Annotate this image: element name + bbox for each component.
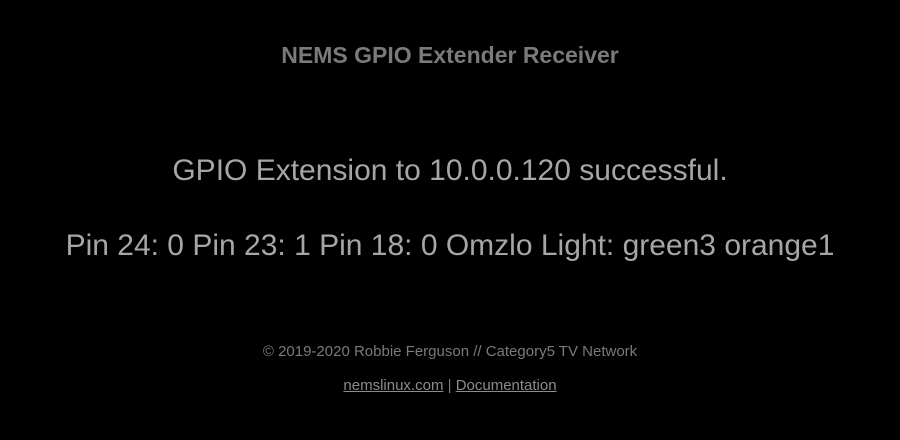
page-title: NEMS GPIO Extender Receiver xyxy=(281,42,619,68)
footer-separator: | xyxy=(443,377,456,394)
documentation-link[interactable]: Documentation xyxy=(455,377,557,394)
footer-copyright: © 2019-2020 Robbie Ferguson // Category5… xyxy=(262,343,638,360)
status-message: GPIO Extension to 10.0.0.120 successful. xyxy=(172,154,728,187)
pin-status: Pin 24: 0 Pin 23: 1 Pin 18: 0 Omzlo Ligh… xyxy=(65,229,835,262)
footer-links: nemslinux.com | Documentation xyxy=(0,377,900,395)
nemslinux-link[interactable]: nemslinux.com xyxy=(343,377,444,394)
